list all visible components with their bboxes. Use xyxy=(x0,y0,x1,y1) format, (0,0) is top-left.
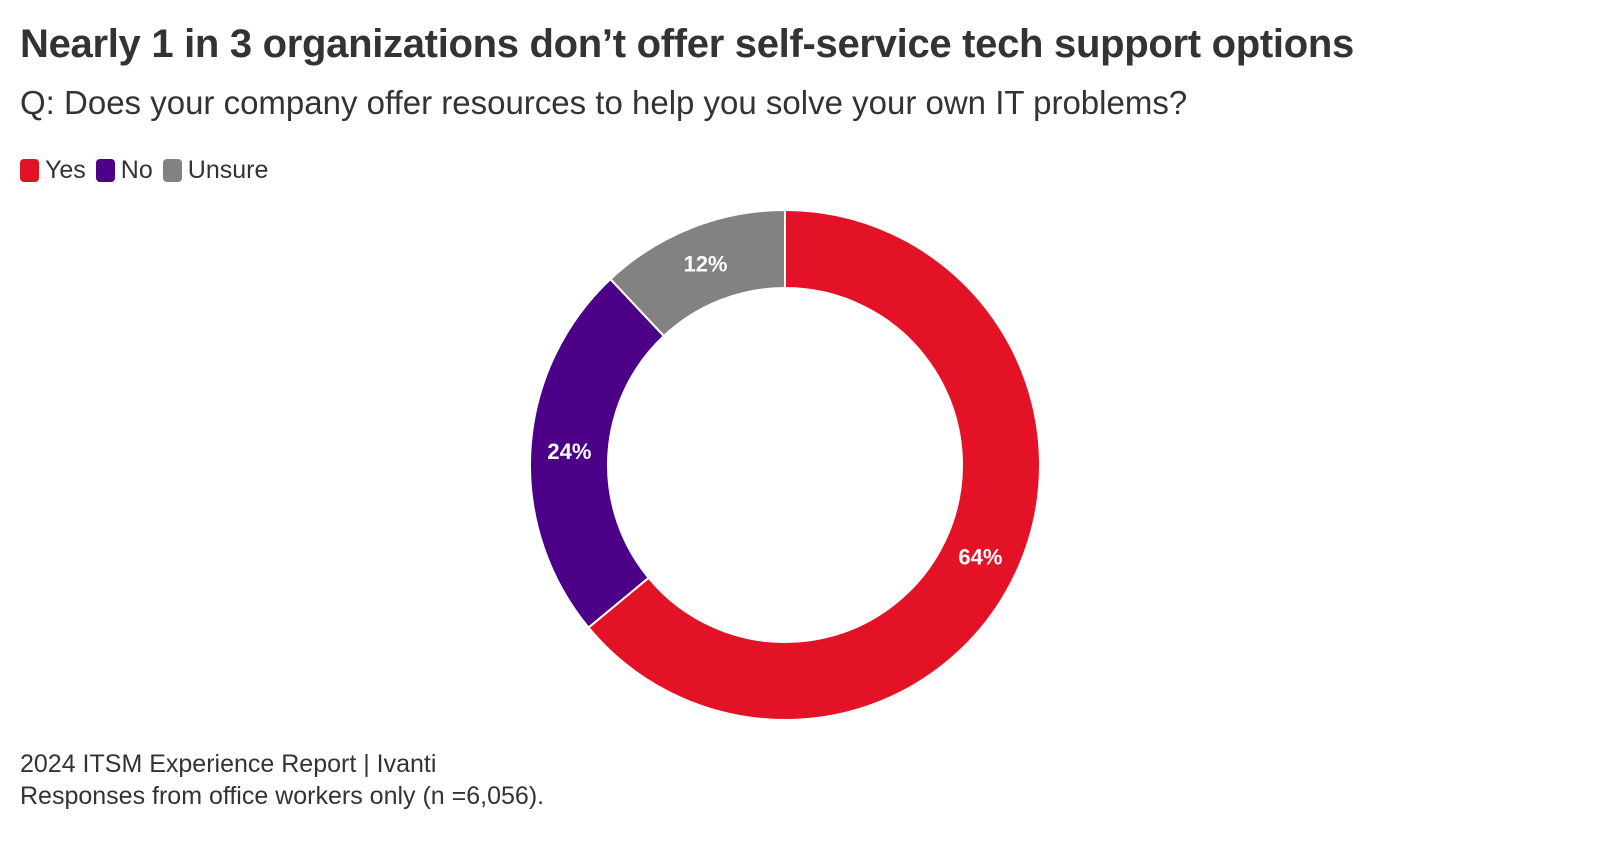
donut-slice-unsure[interactable] xyxy=(609,208,786,338)
legend-label-no: No xyxy=(120,156,153,184)
legend-item-yes[interactable]: Yes xyxy=(20,156,86,185)
legend-swatch-yes xyxy=(20,159,39,182)
legend-label-yes: Yes xyxy=(45,156,86,184)
slice-label-no: 24% xyxy=(547,439,591,464)
slice-label-yes: 64% xyxy=(958,544,1002,569)
chart-footer: 2024 ITSM Experience Report | Ivanti Res… xyxy=(20,748,544,812)
donut-slice-yes[interactable] xyxy=(587,208,1041,721)
chart-title: Nearly 1 in 3 organizations don’t offer … xyxy=(20,22,1354,66)
source-note: 2024 ITSM Experience Report | Ivanti xyxy=(20,750,437,778)
slice-label-unsure: 12% xyxy=(683,252,727,277)
chart-subtitle: Q: Does your company offer resources to … xyxy=(20,84,1188,121)
legend: Yes No Unsure xyxy=(20,156,278,185)
legend-swatch-unsure xyxy=(162,159,182,182)
legend-label-unsure: Unsure xyxy=(187,156,269,184)
sample-note: Responses from office workers only (n =6… xyxy=(20,782,545,810)
legend-swatch-no xyxy=(95,159,115,182)
legend-item-unsure[interactable]: Unsure xyxy=(162,156,269,185)
legend-item-no[interactable]: No xyxy=(95,156,153,185)
